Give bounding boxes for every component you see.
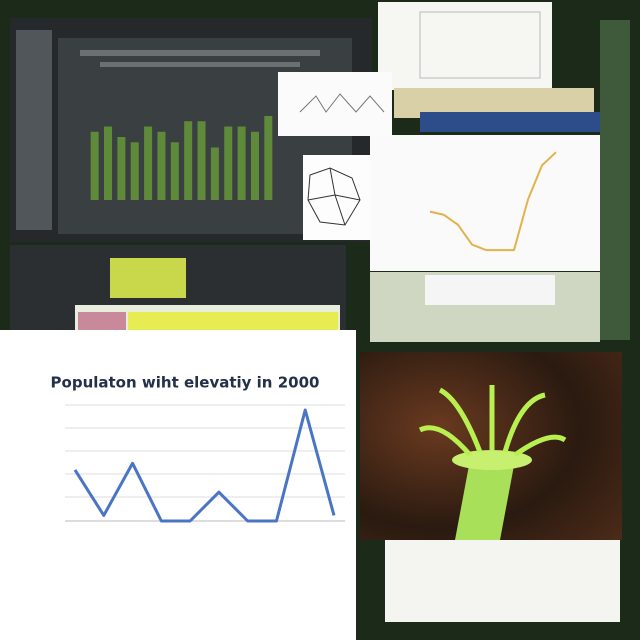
bar	[170, 142, 179, 200]
paper	[278, 72, 392, 136]
table-card	[425, 275, 555, 305]
grid	[65, 404, 345, 522]
bar	[197, 121, 206, 200]
book	[420, 112, 600, 132]
plant-top	[452, 450, 532, 470]
paper	[370, 135, 600, 271]
paper	[378, 2, 552, 90]
highlight	[110, 258, 186, 298]
bar	[90, 131, 99, 200]
line	[429, 151, 557, 252]
bar	[184, 121, 193, 200]
bar	[144, 126, 153, 200]
text-block	[80, 50, 320, 56]
sidebar	[16, 30, 52, 230]
plant-stem	[455, 460, 515, 540]
sketch	[299, 93, 385, 113]
bar	[130, 142, 139, 200]
diagram	[307, 167, 361, 226]
diagram-card	[303, 155, 370, 240]
bar	[117, 137, 126, 200]
chart-title: Populaton wiht elevatiy in 2000	[51, 374, 320, 392]
plot-frame	[419, 11, 541, 79]
text-block	[100, 62, 300, 67]
line	[73, 408, 336, 523]
main-card	[0, 330, 356, 640]
bar	[224, 126, 233, 200]
plant-branches	[418, 385, 567, 458]
shelf	[600, 20, 630, 340]
bar	[264, 116, 273, 200]
bar	[250, 131, 259, 200]
bar	[104, 126, 113, 200]
bar	[157, 131, 166, 200]
bar	[237, 126, 246, 200]
bar	[210, 147, 219, 200]
paper	[385, 540, 620, 622]
